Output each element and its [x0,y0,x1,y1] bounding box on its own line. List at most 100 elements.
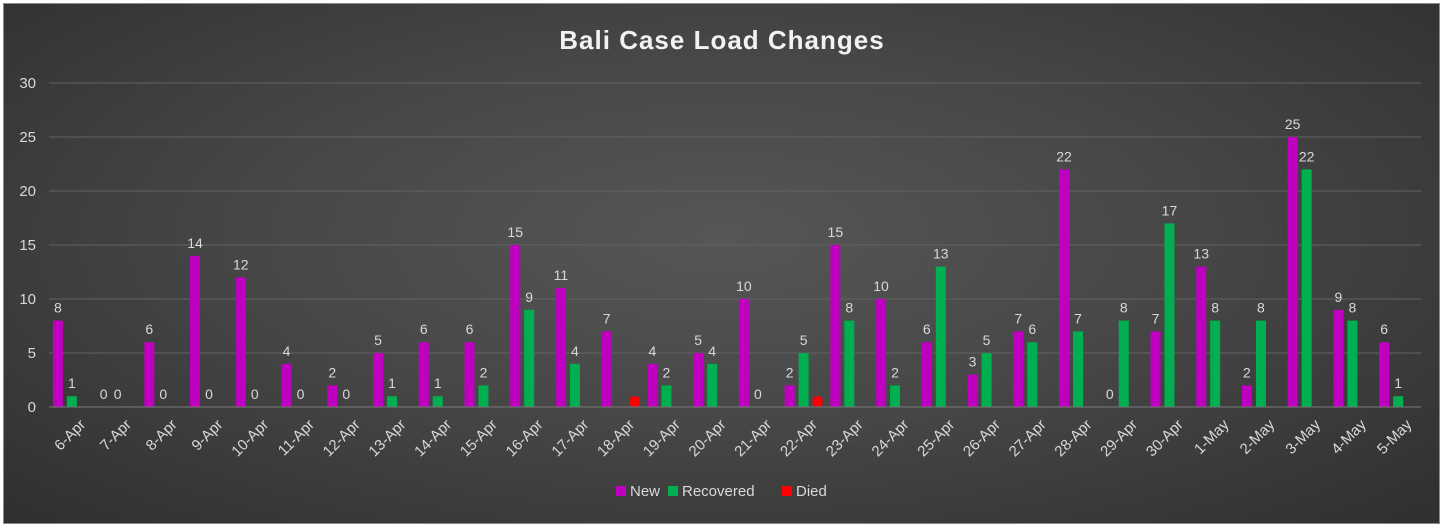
data-label-new: 15 [507,224,523,240]
x-tick-label: 25-Apr [914,416,958,460]
grid-lines [49,82,1421,354]
bar-new [830,245,841,407]
data-label-new: 14 [187,235,203,251]
bar-new [784,385,795,407]
bar-new [738,299,749,407]
bar-recovered [1347,320,1358,407]
bar-recovered [1210,320,1221,407]
data-label-new: 6 [145,321,153,337]
bars [52,137,1404,407]
data-label-new: 2 [1243,364,1251,380]
bar-recovered [1393,396,1404,407]
bar-new [327,385,338,407]
bar-new [373,353,383,407]
data-label-recovered: 5 [800,332,808,348]
data-label-new: 5 [694,332,702,348]
bar-recovered [1073,331,1083,407]
x-tick-label: 14-Apr [411,416,455,460]
bar-new [510,245,521,407]
bar-recovered [66,396,77,407]
data-label-recovered: 8 [845,300,853,316]
x-tick-label: 21-Apr [731,416,775,460]
y-tick-label: 15 [19,237,36,254]
bar-recovered [661,385,672,407]
x-tick-label: 23-Apr [823,416,867,460]
bar-new [693,353,704,407]
x-tick-label: 12-Apr [320,416,364,460]
data-label-new: 3 [969,354,977,370]
data-label-recovered: 2 [891,364,899,380]
data-label-recovered: 2 [663,364,671,380]
bar-new [1287,137,1298,407]
bar-recovered [524,309,535,407]
data-label-new: 6 [466,321,474,337]
data-label-recovered: 6 [1028,321,1036,337]
bar-recovered [387,396,397,407]
bar-recovered [432,396,443,407]
data-label-recovered: 4 [571,343,579,359]
data-label-new: 6 [1380,321,1388,337]
bar-recovered [935,266,946,407]
data-label-new: 10 [736,278,752,294]
data-label-new: 2 [328,364,336,380]
bar-new [1379,342,1390,407]
x-tick-label: 16-Apr [503,416,547,460]
data-label-new: 0 [100,386,108,402]
data-label-new: 4 [283,343,291,359]
x-tick-label: 18-Apr [594,416,638,460]
bar-new [464,342,475,407]
legend-label-new: New [630,483,660,500]
x-tick-label: 19-Apr [640,416,684,460]
bar-new [1333,309,1344,407]
data-label-new: 5 [374,332,382,348]
data-label-recovered: 8 [1211,300,1219,316]
data-label-recovered: 1 [434,375,442,391]
x-tick-label: 1-May [1191,416,1233,458]
bar-recovered [1027,342,1038,407]
bar-new [1150,331,1161,407]
x-tick-label: 5-May [1374,416,1416,458]
bar-new [921,342,932,407]
y-axis-ticks: 0 5 10 15 20 25 30 [19,75,36,416]
bar-recovered [707,363,718,407]
x-tick-label: 6-Apr [51,416,89,454]
legend-label-died: Died [796,483,827,500]
y-tick-label: 25 [19,129,36,146]
bar-new [601,331,612,407]
bar-recovered [1255,320,1266,407]
x-tick-label: 22-Apr [777,416,821,460]
y-tick-label: 10 [19,291,36,308]
bar-new [1059,169,1069,407]
y-tick-label: 0 [28,399,36,416]
data-label-recovered: 8 [1349,300,1357,316]
data-label-recovered: 0 [754,386,762,402]
x-tick-label: 13-Apr [365,416,409,460]
x-tick-label: 8-Apr [143,416,181,454]
bar-recovered [478,385,489,407]
data-label-recovered: 0 [114,386,122,402]
legend-label-recovered: Recovered [682,483,755,500]
legend-swatch-new [616,486,626,496]
x-tick-label: 20-Apr [686,416,730,460]
data-label-new: 8 [54,300,62,316]
bar-new [1196,266,1207,407]
data-label-new: 13 [1193,246,1209,262]
x-tick-label: 11-Apr [275,416,318,459]
bar-recovered [569,363,580,407]
data-label-recovered: 17 [1162,202,1178,218]
bar-new [190,255,201,407]
bar-new [1241,385,1252,407]
x-tick-label: 24-Apr [869,416,913,460]
data-label-new: 0 [1106,386,1114,402]
x-tick-label: 15-Apr [457,416,501,460]
bar-new [555,288,566,407]
bar-recovered [844,320,855,407]
data-label-new: 10 [873,278,889,294]
data-label-recovered: 13 [933,246,949,262]
x-tick-label: 7-Apr [97,416,135,454]
data-label-recovered: 1 [1394,375,1402,391]
data-label-recovered: 0 [342,386,350,402]
x-axis-ticks: 6-Apr 7-Apr 8-Apr 9-Apr 10-Apr 11-Apr 12-Apr 13… [51,416,1416,460]
bar-new [647,363,658,407]
data-label-recovered: 1 [68,375,76,391]
